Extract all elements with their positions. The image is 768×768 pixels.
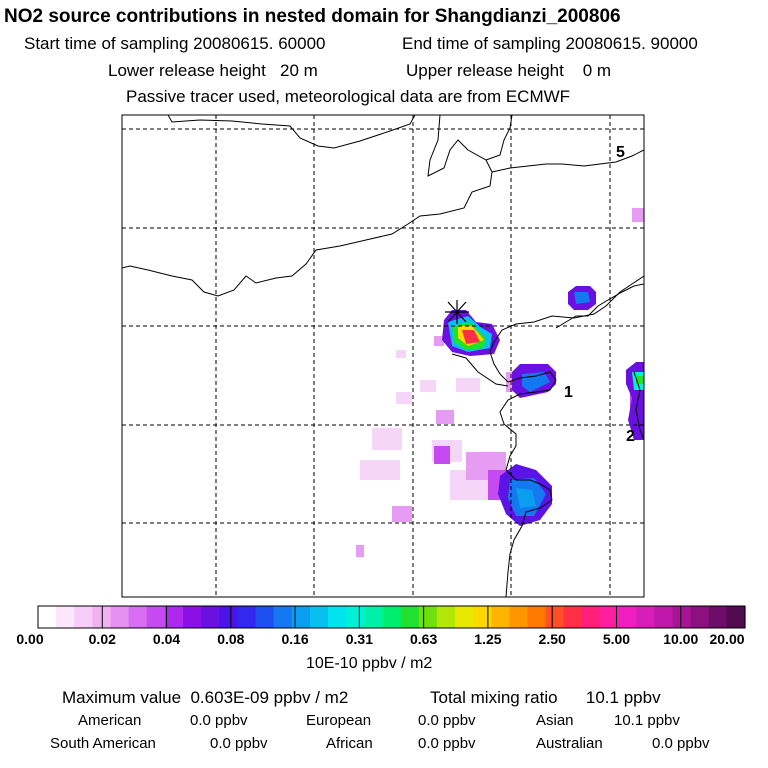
region-label-1: 1 [564, 384, 573, 401]
european-value: 0.0 ppbv [418, 712, 476, 729]
map-borders [122, 115, 644, 597]
colorbar-swatch [618, 606, 637, 628]
colorbar-swatch [491, 606, 510, 628]
colorbar-swatch [146, 606, 166, 628]
colorbar-swatch [672, 606, 692, 628]
lower-release-height: Lower release height 20 m [108, 61, 318, 80]
colorbar-swatch [690, 606, 710, 628]
colorbar-swatch [364, 606, 384, 628]
map-plot-area [122, 115, 644, 597]
african-label: African [326, 735, 373, 752]
colorbar-tick-label: 5.00 [602, 631, 631, 647]
colorbar-swatch [436, 606, 456, 628]
receptor-site-marker [445, 300, 469, 324]
colorbar-tick-label: 0.08 [217, 631, 245, 647]
colorbar-tick-label: 10.00 [663, 631, 699, 647]
colorbar-tick-label: 0.00 [16, 631, 44, 647]
colorbar-tick-label: 0.04 [152, 631, 181, 647]
colorbar-swatch [473, 606, 492, 628]
colorbar-swatch [581, 606, 601, 628]
colorbar-tick-label: 20.00 [709, 631, 745, 647]
colorbar-swatch [201, 606, 220, 628]
colorbar-unit: 10E-10 ppbv / m2 [306, 655, 433, 672]
colorbar-tick-label: 0.31 [345, 631, 373, 647]
colorbar-swatch [309, 606, 329, 628]
colorbar-swatch [328, 606, 347, 628]
tracer-note: Passive tracer used, meteorological data… [126, 87, 571, 106]
american-value: 0.0 ppbv [190, 712, 248, 729]
region-label-2: 2 [626, 428, 635, 445]
south-american-label: South American [50, 735, 156, 752]
colorbar-frame [37, 605, 746, 629]
european-label: European [306, 712, 372, 729]
american-label: American [78, 712, 142, 729]
region-label-5: 5 [616, 144, 625, 161]
colorbar-swatch [708, 606, 728, 628]
upper-release-height: Upper release height 0 m [406, 61, 612, 80]
colorbar-swatch [74, 606, 93, 628]
colorbar-swatch [183, 606, 202, 628]
colorbar-swatch [400, 606, 420, 628]
start-time: Start time of sampling 20080615. 60000 [24, 34, 326, 53]
figure-title: NO2 source contributions in nested domai… [4, 6, 621, 27]
colorbar-swatch [382, 606, 402, 628]
colorbar-tick-label: 1.25 [474, 631, 502, 647]
colorbar-swatch [164, 606, 184, 628]
colorbar-tick-label: 0.16 [281, 631, 309, 647]
colorbar-swatch [110, 606, 130, 628]
plume-light [356, 208, 644, 557]
colorbar-tick-label: 0.63 [410, 631, 438, 647]
total-mixing-ratio: Total mixing ratio 10.1 ppbv [430, 688, 661, 707]
colorbar-swatch [726, 606, 746, 628]
australian-label: Australian [536, 735, 603, 752]
colorbar-swatch [636, 606, 655, 628]
end-time: End time of sampling 20080615. 90000 [402, 34, 698, 53]
asian-value: 10.1 ppbv [614, 712, 680, 729]
australian-value: 0.0 ppbv [652, 735, 710, 752]
colorbar-swatch [654, 606, 674, 628]
colorbar-swatch [38, 606, 57, 628]
colorbar-swatch [291, 606, 311, 628]
plume-cluster-1 [512, 364, 556, 398]
maximum-value: Maximum value 0.603E-09 ppbv / m2 [62, 688, 349, 707]
colorbar-swatch [346, 606, 365, 628]
colorbar-swatch [128, 606, 148, 628]
african-value: 0.0 ppbv [418, 735, 476, 752]
colorbar-swatch [599, 606, 619, 628]
colorbar-swatch [527, 606, 547, 628]
plume-cluster-liaodong [568, 286, 596, 310]
colorbar-swatch [509, 606, 529, 628]
colorbar-swatch [56, 606, 75, 628]
colorbar-tick-label: 2.50 [538, 631, 566, 647]
map-frame [121, 114, 645, 598]
colorbar-tick-label: 0.02 [88, 631, 116, 647]
colorbar-swatch [92, 606, 112, 628]
colorbar-swatch [255, 606, 275, 628]
colorbar-swatch [545, 606, 565, 628]
south-american-value: 0.0 ppbv [210, 735, 268, 752]
colorbar-swatch [563, 606, 583, 628]
colorbar [37, 605, 746, 629]
asian-label: Asian [536, 712, 574, 729]
colorbar-swatch [418, 606, 438, 628]
colorbar-swatch [219, 606, 239, 628]
map-gridlines [122, 115, 644, 597]
colorbar-swatch [273, 606, 293, 628]
colorbar-swatch [454, 606, 474, 628]
colorbar-swatch [237, 606, 257, 628]
